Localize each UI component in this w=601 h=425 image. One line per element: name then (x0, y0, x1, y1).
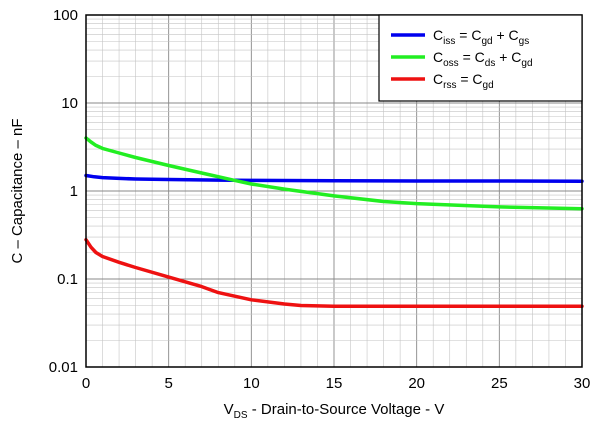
series-line-ciss (84, 173, 584, 184)
legend-label-sub: rss (443, 80, 456, 91)
x-tick-label: 5 (164, 375, 172, 392)
y-tick-label: 10 (61, 95, 78, 112)
legend-label-part: + C (495, 49, 521, 65)
y-axis-label: C – Capacitance – nF (9, 118, 26, 263)
legend-label-crss: Crss = Cgd (433, 71, 494, 91)
x-tick-label: 30 (574, 375, 591, 392)
x-axis-label-sub: DS (234, 410, 248, 421)
legend-label-sub: gd (521, 58, 532, 69)
legend-label-sub: gd (483, 80, 494, 91)
x-tick-label: 20 (408, 375, 425, 392)
legend-label-sub: gs (519, 36, 530, 47)
legend-label-sub: gd (481, 36, 492, 47)
y-tick-label: 0.01 (49, 359, 78, 376)
legend-label-part: = C (455, 27, 481, 43)
legend-label-sub: iss (443, 36, 455, 47)
x-tick-label: 10 (243, 375, 260, 392)
y-tick-label: 1 (70, 183, 78, 200)
legend-label-coss: Coss = Cds + Cgd (433, 49, 533, 69)
y-tick-label: 100 (53, 7, 78, 24)
legend-label-part: C (433, 27, 443, 43)
grid-lines (86, 15, 582, 367)
series-lines (84, 136, 584, 309)
series-line-coss (84, 136, 584, 211)
legend-label-part: C (433, 71, 443, 87)
legend-label-part: + C (493, 27, 519, 43)
x-tick-label: 25 (491, 375, 508, 392)
legend-label-sub: ds (485, 58, 496, 69)
legend-label-part: C (433, 49, 443, 65)
x-axis-label-main: V (224, 401, 234, 418)
x-tick-labels: 0 5 10 15 20 25 30 (82, 375, 591, 392)
legend-label-ciss: Ciss = Cgd + Cgs (433, 27, 529, 47)
legend-label-part: = C (459, 49, 485, 65)
x-axis-label: VDS - Drain-to-Source Voltage - V (224, 401, 445, 421)
x-tick-label: 15 (326, 375, 343, 392)
plot-frame (85, 14, 583, 368)
x-axis-label-rest: - Drain-to-Source Voltage - V (248, 401, 445, 418)
series-line-crss (84, 237, 584, 309)
legend-label-sub: oss (443, 58, 459, 69)
y-tick-label: 0.1 (57, 271, 78, 288)
x-tick-label: 0 (82, 375, 90, 392)
legend-label-part: = C (456, 71, 482, 87)
y-tick-labels: 0.01 0.1 1 10 100 (49, 7, 78, 376)
